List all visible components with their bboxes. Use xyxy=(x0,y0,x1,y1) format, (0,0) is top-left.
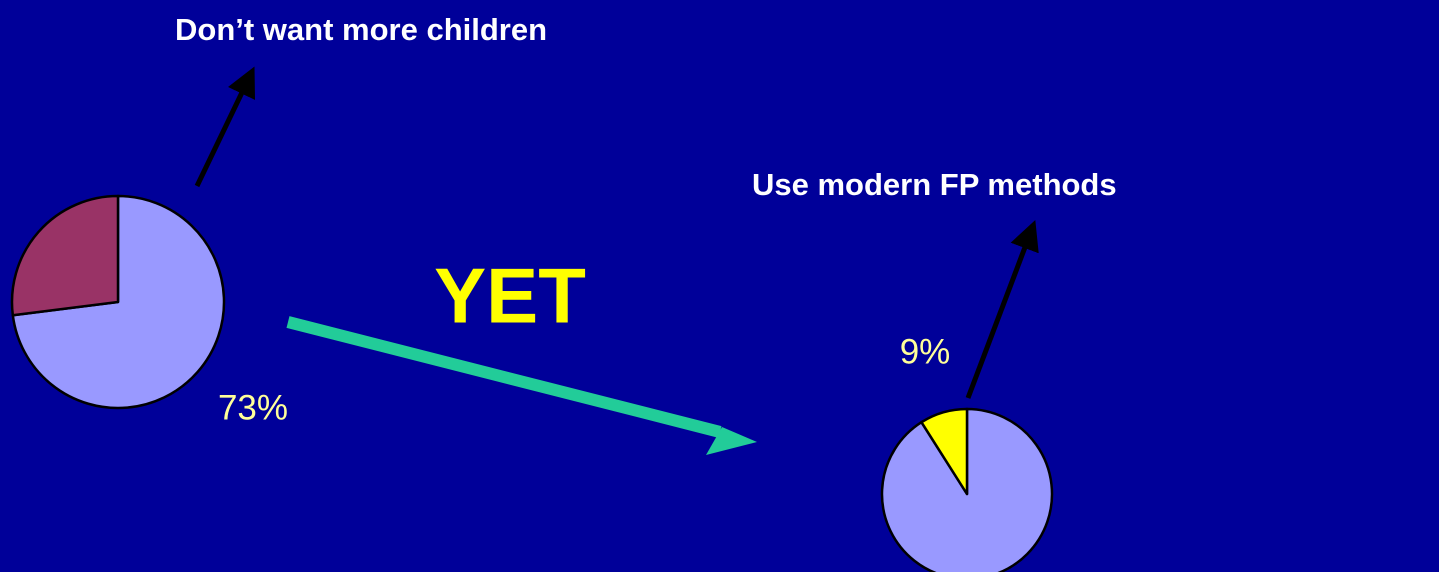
pie-title: Use modern FP methods xyxy=(752,167,1117,202)
pie-slice xyxy=(880,407,1054,572)
value-label: 73% xyxy=(218,388,288,427)
pointer-arrow xyxy=(965,219,1039,399)
pie-slice xyxy=(10,194,120,317)
pie-title: Don’t want more children xyxy=(175,12,547,47)
pointer-arrow xyxy=(194,66,256,188)
connector-label: YET xyxy=(434,252,586,340)
connector-arrow xyxy=(286,316,757,455)
pie-slice xyxy=(920,407,969,496)
value-label: 9% xyxy=(900,332,951,371)
